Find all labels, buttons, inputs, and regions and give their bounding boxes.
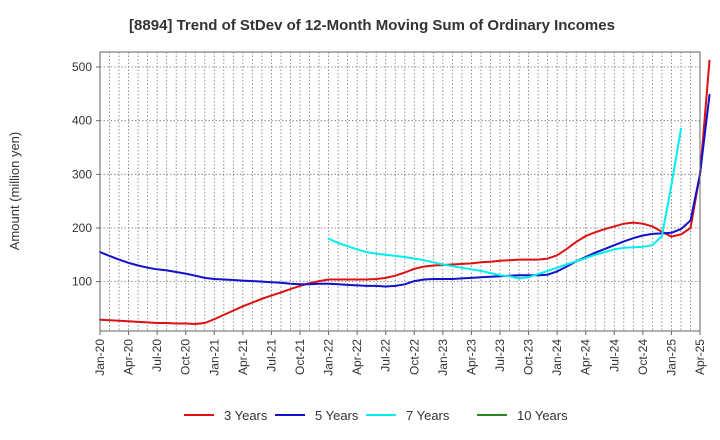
legend: 3 Years 5 Years 7 Years 10 Years [184, 408, 568, 423]
x-tick-label: Jul-21 [264, 339, 278, 372]
x-tick-label: Oct-20 [179, 339, 193, 375]
y-tick-label: 400 [72, 114, 92, 128]
series-lines [99, 59, 711, 325]
x-tick-label: Oct-21 [293, 339, 307, 375]
x-axis: Jan-20 Apr-20 Jul-20 Oct-20 Jan-21 Apr-21 Jul-… [93, 331, 707, 376]
y-tick-label: 500 [72, 60, 92, 74]
x-tick-label: Jan-25 [664, 339, 678, 376]
x-tick-label: Oct-24 [636, 339, 650, 375]
x-tick-label: Oct-22 [407, 339, 421, 375]
plot-frame [99, 51, 701, 332]
x-tick-label: Jul-23 [493, 339, 507, 372]
x-tick-label: Apr-23 [464, 339, 478, 375]
y-tick-label: 100 [72, 275, 92, 289]
x-tick-label: Apr-21 [236, 339, 250, 375]
series-line-7-years [327, 127, 682, 280]
y-axis-label: Amount (million yen) [7, 132, 22, 251]
x-tick-label: Apr-24 [579, 339, 593, 375]
legend-label-10-years: 10 Years [517, 408, 568, 423]
y-tick-label: 300 [72, 167, 92, 181]
x-tick-label: Jan-23 [436, 339, 450, 376]
chart-title: [8894] Trend of StDev of 12-Month Moving… [129, 17, 615, 34]
legend-label-3-years: 3 Years [224, 408, 268, 423]
x-tick-label: Oct-23 [522, 339, 536, 375]
x-tick-label: Jan-24 [550, 339, 564, 376]
series-line-3-years [99, 59, 711, 325]
x-tick-label: Jul-22 [379, 339, 393, 372]
x-tick-label: Apr-22 [350, 339, 364, 375]
legend-label-7-years: 7 Years [406, 408, 450, 423]
legend-label-5-years: 5 Years [315, 408, 359, 423]
x-tick-label: Apr-25 [693, 339, 707, 375]
y-tick-label: 200 [72, 221, 92, 235]
x-tick-label: Jul-24 [607, 339, 621, 372]
x-tick-label: Jan-22 [322, 339, 336, 376]
x-tick-label: Jan-20 [93, 339, 107, 376]
x-tick-label: Jan-21 [207, 339, 221, 376]
x-tick-label: Apr-20 [122, 339, 136, 375]
y-axis: 100 200 300 400 500 [72, 60, 100, 289]
grid [99, 52, 701, 331]
series-line-5-years [99, 93, 711, 288]
x-tick-label: Jul-20 [150, 339, 164, 372]
